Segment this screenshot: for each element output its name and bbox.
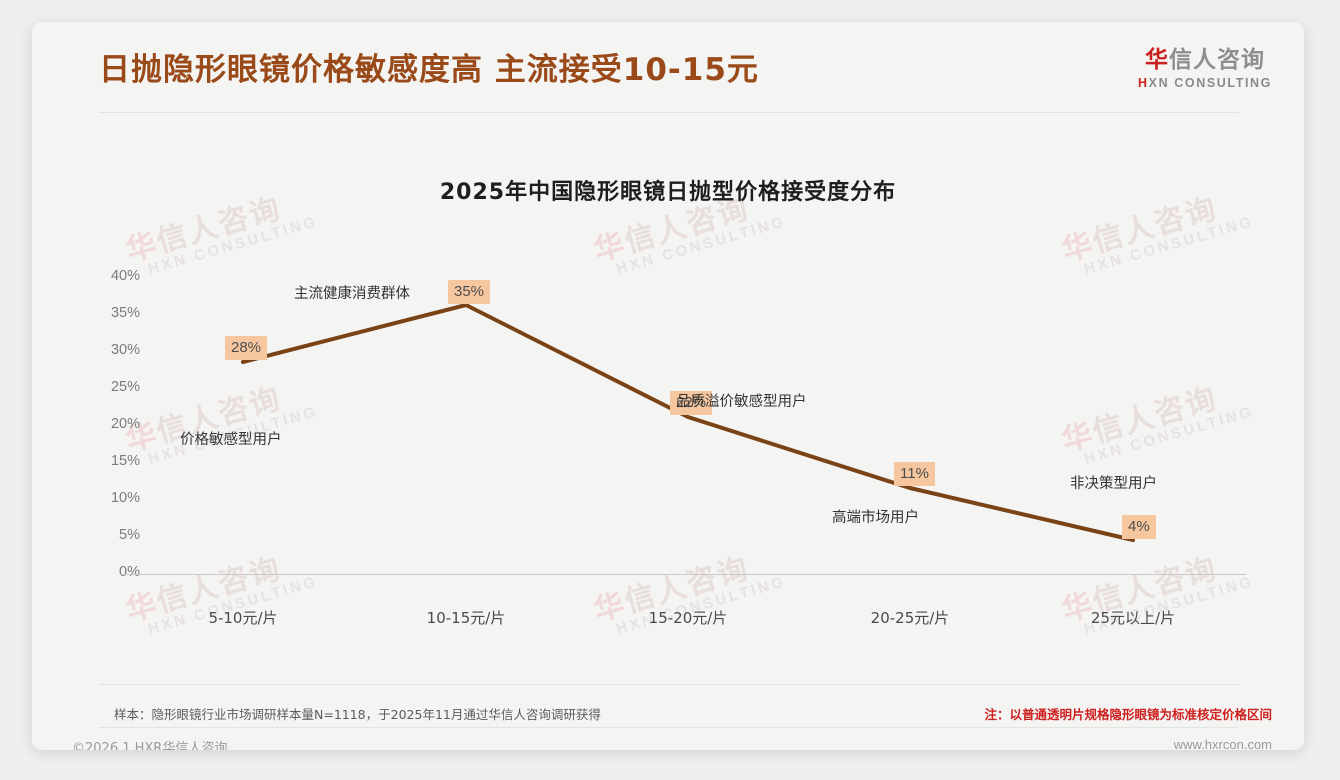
header-divider (99, 112, 1239, 113)
line-chart: 40% 35% 30% 25% 20% 15% 10% 5% 0% 28% 35… (32, 22, 1304, 750)
x-tick-label: 25元以上/片 (1090, 609, 1176, 627)
copyright-text: ©2026.1 HXR华信人咨询 (72, 741, 228, 750)
y-tick-label: 40% (110, 268, 140, 284)
slide-card: 华信人咨询 HXN CONSULTING 华信人咨询 HXN CONSULTIN… (32, 22, 1304, 750)
y-tick-label: 5% (119, 527, 140, 543)
red-note: 注：以普通透明片规格隐形眼镜为标准核定价格区间 (984, 707, 1272, 722)
x-tick-label: 5-10元/片 (208, 609, 278, 627)
data-label: 11% (894, 462, 935, 486)
y-tick-label: 30% (110, 342, 140, 358)
footer-divider-top (99, 684, 1239, 685)
annotation: 高端市场用户 (832, 510, 919, 526)
y-tick-label: 0% (119, 564, 140, 580)
annotation: 非决策型用户 (1070, 476, 1157, 492)
y-tick-label: 20% (110, 416, 140, 432)
data-label: 28% (225, 336, 268, 360)
footer-divider-bottom (99, 727, 1239, 728)
page-title: 日抛隐形眼镜价格敏感度高 主流接受10-15元 (99, 52, 759, 88)
slide-header: 日抛隐形眼镜价格敏感度高 主流接受10-15元 华信人咨询 HXN CONSUL… (32, 22, 1304, 114)
y-tick-label: 35% (110, 305, 140, 321)
x-tick-label: 20-25元/片 (870, 609, 950, 627)
logo-english: HXN CONSULTING (1138, 76, 1272, 90)
x-tick-label: 10-15元/片 (426, 609, 506, 627)
logo-cn-rest: 信人咨询 (1169, 47, 1265, 73)
annotation: 品质溢价敏感型用户 (676, 394, 807, 410)
y-tick-label: 25% (110, 379, 140, 395)
logo-en-accent: H (1138, 76, 1149, 90)
data-label: 35% (448, 280, 491, 304)
logo-en-rest: XN CONSULTING (1148, 76, 1272, 90)
logo-cn-accent: 华 (1145, 47, 1169, 73)
website-text: www.hxrcon.com (1173, 737, 1272, 750)
y-tick-label: 15% (110, 453, 140, 469)
x-axis-line (120, 574, 1246, 575)
chart-title: 2025年中国隐形眼镜日抛型价格接受度分布 (439, 180, 897, 205)
data-label: 4% (1122, 515, 1156, 539)
series-path (241, 303, 1135, 542)
x-tick-label: 15-20元/片 (648, 609, 728, 627)
y-tick-label: 10% (110, 490, 140, 506)
sample-note: 样本：隐形眼镜行业市场调研样本量N=1118，于2025年11月通过华信人咨询调… (114, 707, 601, 722)
brand-logo: 华信人咨询 HXN CONSULTING (1138, 40, 1272, 90)
data-label: 22% (670, 391, 713, 415)
logo-chinese: 华信人咨询 (1138, 40, 1272, 74)
annotation: 主流健康消费群体 (294, 286, 410, 302)
annotation: 价格敏感型用户 (180, 432, 282, 448)
